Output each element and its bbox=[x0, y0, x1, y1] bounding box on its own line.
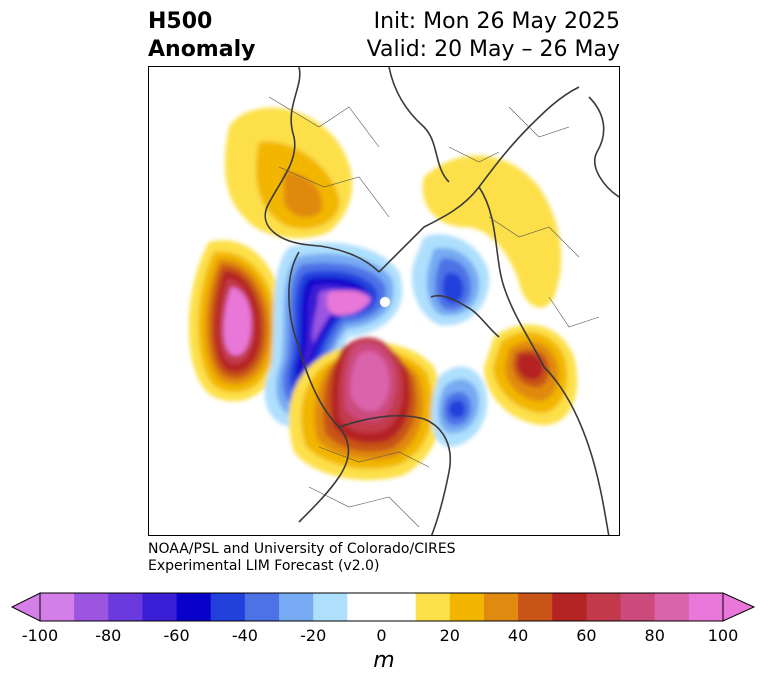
colorbar-tick-label: -80 bbox=[95, 626, 122, 645]
anomaly-map bbox=[148, 66, 620, 536]
colorbar-over-arrow bbox=[722, 592, 756, 622]
colorbar-unit-label: m bbox=[373, 648, 395, 673]
colorbar-bins bbox=[10, 592, 756, 622]
colorbar-bin bbox=[347, 593, 417, 621]
colorbar-bin bbox=[40, 593, 75, 621]
north-pole-marker bbox=[379, 296, 391, 308]
colorbar-tick-label: 20 bbox=[439, 626, 460, 645]
anomaly-north-atlantic-positive bbox=[422, 155, 578, 426]
credit-line-1: NOAA/PSL and University of Colorado/CIRE… bbox=[148, 541, 456, 557]
anomaly-eastern-europe-positive bbox=[224, 107, 353, 239]
colorbar-bin bbox=[654, 593, 690, 621]
colorbar-tick-label: -60 bbox=[163, 626, 190, 645]
colorbar-tick-label: -40 bbox=[231, 626, 258, 645]
colorbar-tick-labels: -100 -80 -60 -40 -20 0 20 40 60 80 100 bbox=[0, 626, 768, 646]
colorbar-bin bbox=[142, 593, 178, 621]
colorbar-bin bbox=[74, 593, 109, 621]
anomaly-central-asia-positive bbox=[188, 240, 284, 402]
colorbar-bin bbox=[483, 593, 519, 621]
colorbar-bin bbox=[313, 593, 348, 621]
colorbar-bin bbox=[552, 593, 587, 621]
valid-date-text: Valid: 20 May – 26 May bbox=[366, 37, 620, 62]
credit-line-2: Experimental LIM Forecast (v2.0) bbox=[148, 558, 380, 574]
colorbar-tick-label: 40 bbox=[507, 626, 529, 645]
colorbar-bin bbox=[586, 593, 622, 621]
country-borders bbox=[268, 96, 600, 528]
map-title: H500 Anomaly bbox=[148, 8, 255, 64]
colorbar-tick-label: -100 bbox=[21, 626, 59, 645]
colorbar-under-arrow bbox=[10, 592, 41, 622]
colorbar-frame bbox=[39, 592, 724, 622]
colorbar bbox=[10, 592, 756, 622]
title-line-2: Anomaly bbox=[148, 37, 256, 62]
title-line-1: H500 bbox=[148, 9, 213, 34]
anomaly-map-svg bbox=[188, 67, 619, 535]
colorbar-tick-label: 60 bbox=[576, 626, 597, 645]
forecast-dates: Init: Mon 26 May 2025 Valid: 20 May – 26… bbox=[367, 8, 620, 64]
colorbar-bin bbox=[518, 593, 553, 621]
colorbar-tick-label: 100 bbox=[707, 626, 739, 645]
colorbar-bin bbox=[176, 593, 212, 621]
colorbar-bin bbox=[688, 593, 724, 621]
colorbar-bin bbox=[279, 593, 314, 621]
anomaly-eastern-siberia-positive bbox=[289, 337, 442, 481]
anomaly-gulf-of-alaska-negative bbox=[431, 366, 488, 447]
credit-text: NOAA/PSL and University of Colorado/CIRE… bbox=[148, 541, 456, 575]
anomaly-western-siberia-negative bbox=[411, 234, 490, 326]
colorbar-bin bbox=[108, 593, 143, 621]
colorbar-tick-label: -20 bbox=[300, 626, 327, 645]
colorbar-bin bbox=[620, 593, 656, 621]
coastlines bbox=[264, 67, 619, 535]
colorbar-bin bbox=[244, 593, 280, 621]
colorbar-bin bbox=[210, 593, 246, 621]
colorbar-bin bbox=[449, 593, 485, 621]
colorbar-tick-label: 80 bbox=[644, 626, 665, 645]
colorbar-bin bbox=[415, 593, 451, 621]
init-date-text: Init: Mon 26 May 2025 bbox=[373, 9, 620, 34]
colorbar-tick-label: 0 bbox=[376, 626, 387, 645]
